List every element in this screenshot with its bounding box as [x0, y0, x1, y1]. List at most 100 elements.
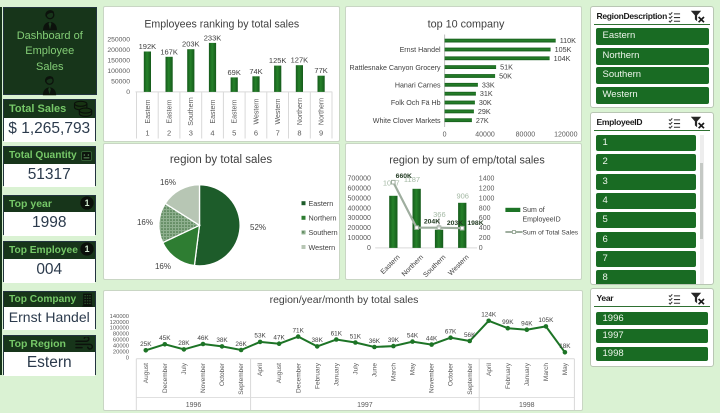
svg-text:September: September [238, 362, 245, 395]
svg-text:203K: 203K [182, 40, 200, 49]
svg-text:May: May [562, 362, 569, 375]
svg-text:47K: 47K [273, 335, 285, 342]
svg-text:1000: 1000 [479, 195, 495, 202]
svg-text:192K: 192K [139, 42, 157, 51]
svg-text:29K: 29K [478, 107, 491, 116]
svg-text:November: November [200, 362, 207, 393]
svg-text:80000: 80000 [113, 332, 129, 338]
svg-text:Employees ranking by total sal: Employees ranking by total sales [144, 19, 299, 31]
svg-text:1998: 1998 [519, 402, 535, 409]
svg-text:EmployeeID: EmployeeID [523, 216, 561, 223]
svg-text:Eastern: Eastern [167, 99, 174, 123]
svg-text:18K: 18K [559, 343, 571, 350]
svg-text:September: September [467, 362, 474, 395]
svg-text:500000: 500000 [348, 195, 371, 202]
svg-text:November: November [429, 362, 436, 393]
svg-text:233K: 233K [204, 33, 222, 42]
svg-text:January: January [333, 362, 340, 386]
svg-text:600: 600 [479, 215, 491, 222]
svg-text:1: 1 [84, 244, 89, 254]
svg-text:8: 8 [297, 129, 301, 138]
svg-text:16%: 16% [160, 178, 176, 187]
svg-text:300000: 300000 [348, 215, 371, 222]
svg-text:250000: 250000 [107, 37, 130, 44]
svg-text:Eastern: Eastern [232, 99, 239, 123]
svg-text:0: 0 [443, 132, 447, 139]
svg-text:140000: 140000 [110, 314, 129, 320]
svg-text:27K: 27K [476, 116, 489, 125]
svg-text:51K: 51K [500, 63, 513, 72]
svg-text:25K: 25K [140, 341, 152, 348]
svg-text:400000: 400000 [348, 205, 371, 212]
svg-text:100000: 100000 [107, 68, 130, 75]
svg-text:Western: Western [275, 98, 282, 124]
svg-text:August: August [276, 363, 283, 383]
svg-text:Sum of: Sum of [523, 207, 545, 214]
svg-text:March: March [543, 363, 550, 381]
svg-text:Northern: Northern [309, 214, 337, 223]
svg-text:Eastern: Eastern [145, 99, 152, 123]
svg-text:0: 0 [479, 245, 483, 252]
svg-text:204K: 204K [424, 218, 440, 225]
svg-text:54K: 54K [407, 332, 419, 339]
svg-text:1: 1 [145, 129, 149, 138]
svg-text:Southern: Southern [422, 254, 447, 279]
svg-text:39K: 39K [388, 337, 400, 344]
svg-text:region by total sales: region by total sales [170, 154, 273, 166]
svg-text:40000: 40000 [113, 344, 129, 350]
svg-text:20000: 20000 [113, 350, 129, 356]
svg-text:38K: 38K [312, 337, 324, 344]
svg-text:67K: 67K [445, 329, 457, 336]
svg-text:Western: Western [253, 98, 260, 124]
svg-text:124K: 124K [481, 312, 497, 319]
svg-text:50K: 50K [499, 72, 512, 81]
svg-text:60000: 60000 [113, 338, 129, 344]
svg-text:August: August [143, 363, 150, 383]
svg-text:May: May [410, 362, 417, 375]
svg-text:October: October [219, 362, 226, 386]
svg-text:26K: 26K [235, 341, 247, 348]
svg-text:33K: 33K [482, 80, 495, 89]
svg-text:100000: 100000 [110, 326, 129, 332]
svg-text:Northern: Northern [297, 98, 304, 125]
svg-text:200000: 200000 [107, 47, 130, 54]
svg-text:71K: 71K [293, 327, 305, 334]
svg-text:198K: 198K [467, 220, 483, 227]
svg-text:31K: 31K [480, 89, 493, 98]
svg-text:203K: 203K [447, 220, 463, 227]
svg-text:Southern: Southern [188, 97, 195, 126]
svg-text:45K: 45K [159, 335, 171, 342]
svg-text:38K: 38K [216, 337, 228, 344]
svg-text:366: 366 [433, 210, 446, 219]
svg-text:Eastern: Eastern [309, 199, 334, 208]
svg-text:56K: 56K [464, 332, 476, 339]
svg-text:110K: 110K [560, 36, 576, 45]
svg-text:150000: 150000 [107, 58, 130, 65]
svg-text:800: 800 [479, 205, 491, 212]
svg-text:104K: 104K [554, 54, 571, 63]
svg-text:100000: 100000 [348, 235, 371, 242]
svg-text:February: February [314, 362, 321, 389]
svg-text:0: 0 [367, 245, 371, 252]
svg-text:Folk Och Fä Hb: Folk Och Fä Hb [391, 99, 441, 107]
svg-text:7: 7 [276, 129, 280, 138]
svg-text:1200: 1200 [479, 185, 495, 192]
svg-text:125K: 125K [269, 56, 287, 65]
svg-text:53K: 53K [254, 333, 266, 340]
svg-text:46K: 46K [197, 335, 209, 342]
svg-text:28K: 28K [178, 340, 190, 347]
svg-text:June: June [372, 363, 379, 377]
svg-text:top 10 company: top 10 company [428, 19, 505, 31]
svg-text:700000: 700000 [348, 175, 371, 182]
svg-text:July: July [181, 362, 188, 374]
svg-text:Western: Western [309, 243, 336, 252]
svg-text:Eastern: Eastern [380, 254, 402, 276]
svg-text:74K: 74K [249, 67, 262, 76]
svg-text:61K: 61K [331, 330, 343, 337]
svg-text:94K: 94K [521, 321, 533, 328]
svg-text:4: 4 [210, 129, 214, 138]
svg-text:9: 9 [319, 129, 323, 138]
svg-text:Western: Western [447, 254, 470, 277]
svg-text:120000: 120000 [110, 320, 129, 326]
svg-text:February: February [505, 362, 512, 389]
